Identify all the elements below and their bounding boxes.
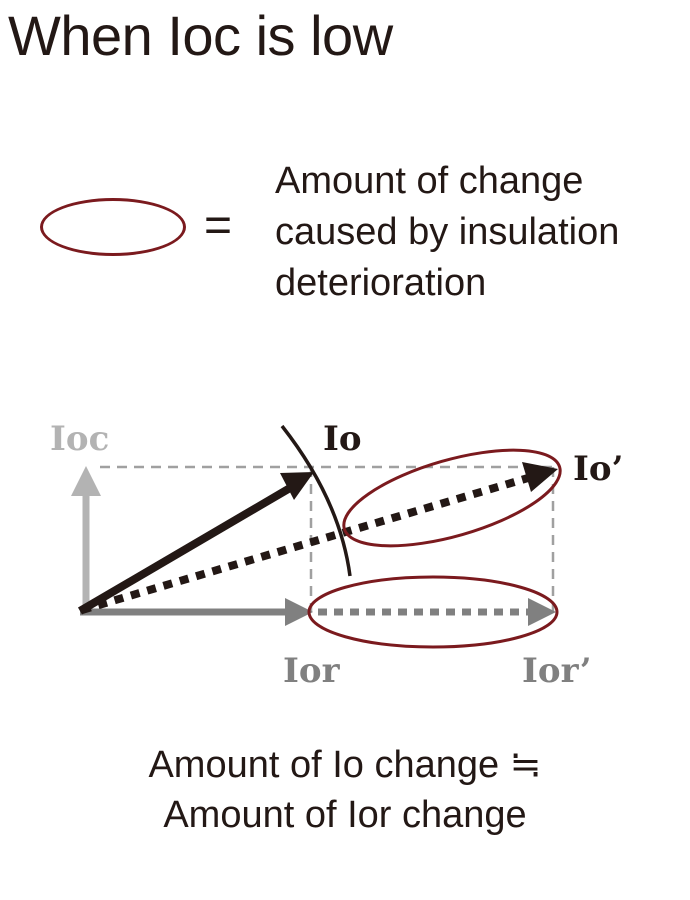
io-magnitude-arc — [280, 424, 352, 577]
io-change-oval — [342, 448, 562, 548]
conclusion-line-2: Amount of Ior change — [163, 794, 527, 836]
ior-prime-vector — [318, 598, 556, 626]
ior-vector — [80, 598, 313, 626]
ior-prime-label: Ior’ — [522, 651, 592, 691]
io-prime-vector — [80, 462, 558, 614]
ior-change-oval — [307, 575, 559, 649]
legend-description: Amount of change caused by insulation de… — [275, 156, 619, 309]
page-title: When Ioc is low — [8, 4, 393, 67]
legend-line-2: caused by insulation — [275, 211, 620, 253]
ioc-label: Ioc — [50, 419, 109, 459]
io-prime-label: Io’ — [573, 449, 623, 489]
io-label: Io — [323, 419, 362, 459]
legend-line-1: Amount of change — [275, 160, 584, 202]
ior-label: Ior — [283, 651, 341, 691]
vector-diagram: Ioc Io Io’ Ior Ior’ — [50, 419, 623, 691]
conclusion: Amount of Io change ≒ Amount of Ior chan… — [0, 740, 690, 840]
ioc-vector — [71, 466, 101, 612]
io-vector — [77, 472, 314, 615]
legend-line-3: deterioration — [275, 262, 487, 304]
legend-oval-icon — [40, 198, 186, 256]
legend-equals-sign: = — [204, 199, 233, 252]
conclusion-line-1: Amount of Io change ≒ — [148, 744, 542, 786]
